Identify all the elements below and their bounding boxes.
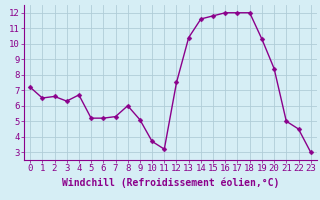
X-axis label: Windchill (Refroidissement éolien,°C): Windchill (Refroidissement éolien,°C) <box>62 177 279 188</box>
